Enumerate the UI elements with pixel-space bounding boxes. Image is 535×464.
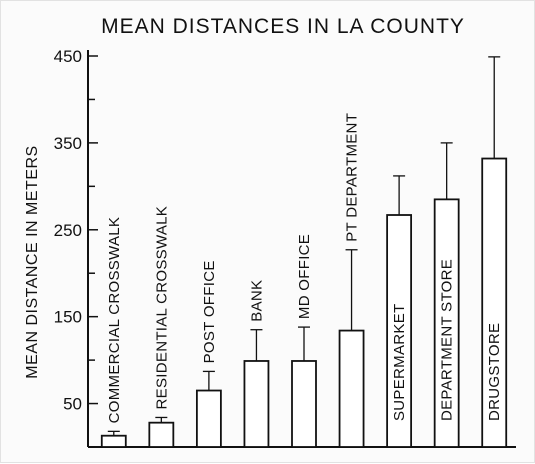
category-label: SUPERMARKET xyxy=(391,304,408,422)
y-tick-label: 150 xyxy=(54,308,82,327)
category-labels: COMMERCIAL CROSSWALK RESIDENTIAL CROSSWAL… xyxy=(106,113,503,424)
category-label: MD OFFICE xyxy=(296,234,313,319)
y-tick-label: 350 xyxy=(54,134,82,153)
category-label: RESIDENTIAL CROSSWALK xyxy=(153,206,170,410)
y-axis-label: MEAN DISTANCE IN METERS xyxy=(24,145,41,378)
bar xyxy=(195,389,222,448)
category-label: COMMERCIAL CROSSWALK xyxy=(106,217,123,424)
category-label: BANK xyxy=(248,280,265,322)
bar xyxy=(433,198,460,448)
y-axis-ticks: 50 150 250 350 450 xyxy=(54,47,98,448)
category-label: DRUGSTORE xyxy=(486,323,503,421)
y-tick-label: 450 xyxy=(54,47,82,66)
category-label: DEPARTMENT STORE xyxy=(439,259,456,421)
category-label: PT DEPARTMENT xyxy=(344,113,361,242)
error-bars xyxy=(107,56,501,436)
category-label: POST OFFICE xyxy=(201,260,218,363)
bar xyxy=(243,360,270,448)
bar xyxy=(148,421,175,448)
bar xyxy=(291,360,317,448)
chart-title: MEAN DISTANCES IN LA COUNTY xyxy=(101,15,465,38)
y-tick-label: 250 xyxy=(54,221,82,240)
bar xyxy=(338,329,365,448)
y-tick-label: 50 xyxy=(63,395,82,414)
bar xyxy=(386,214,413,448)
bar xyxy=(100,434,127,448)
bar xyxy=(481,157,508,448)
bars xyxy=(100,157,508,448)
